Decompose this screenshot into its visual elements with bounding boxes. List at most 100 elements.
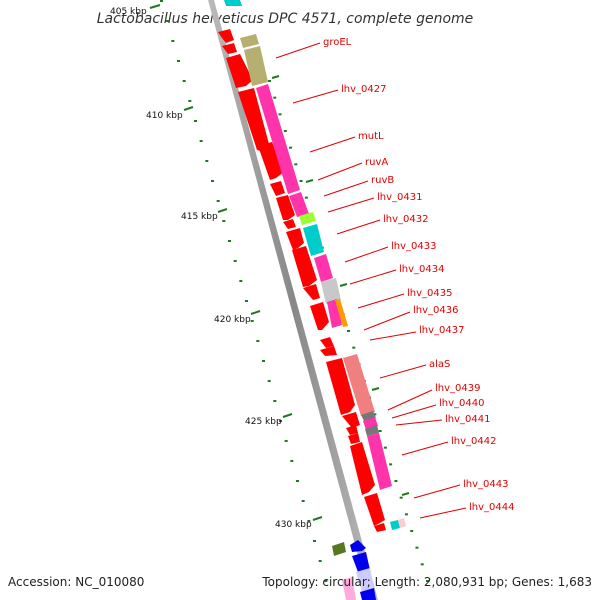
tick-label: 420 kbp bbox=[214, 315, 251, 325]
guide-dot bbox=[268, 80, 271, 82]
tick-label: 415 kbp bbox=[181, 212, 218, 222]
forward-strand-genes bbox=[224, 0, 406, 600]
gene-leader-lines bbox=[275, 42, 467, 519]
gene-block bbox=[321, 278, 341, 304]
gene-block bbox=[343, 354, 375, 416]
guide-dot bbox=[245, 300, 248, 302]
guide-dot bbox=[324, 580, 328, 582]
topology-text: Topology: circular; Length: 2,080,931 bp… bbox=[261, 575, 592, 589]
guide-dot bbox=[205, 160, 209, 162]
gene-block bbox=[335, 299, 348, 327]
gene-block bbox=[224, 0, 242, 6]
accession-text: Accession: NC_010080 bbox=[8, 575, 144, 589]
gene-arrow bbox=[310, 302, 329, 330]
guide-dot bbox=[383, 446, 387, 449]
gene-arrow bbox=[218, 29, 234, 43]
tick-label: 410 kbp bbox=[146, 111, 183, 121]
guide-dot bbox=[404, 513, 408, 516]
guide-dot bbox=[313, 540, 316, 542]
guide-dot bbox=[171, 40, 175, 42]
guide-dot bbox=[177, 60, 180, 62]
genome-backbone bbox=[208, 0, 378, 600]
gene-label-lhv-0431: lhv_0431 bbox=[377, 192, 422, 203]
reverse-strand-genes bbox=[218, 29, 386, 532]
tick-415: 415 kbp bbox=[181, 208, 228, 222]
gene-arrow bbox=[346, 425, 358, 435]
guide-dot bbox=[318, 560, 322, 562]
guide-dot bbox=[296, 480, 299, 482]
gene-block bbox=[398, 518, 406, 528]
guide-dot bbox=[301, 500, 305, 502]
guide-dot bbox=[188, 100, 192, 102]
gene-label-ruvb: ruvB bbox=[371, 175, 394, 186]
guide-dot bbox=[279, 420, 282, 422]
gene-block bbox=[240, 34, 259, 48]
guide-dot bbox=[290, 460, 294, 462]
guide-dot bbox=[239, 280, 243, 282]
guide-dot bbox=[415, 546, 419, 549]
gene-arrow bbox=[320, 346, 337, 356]
guide-dot bbox=[262, 360, 265, 362]
map-title: Lactobacillus helveticus DPC 4571, compl… bbox=[97, 11, 474, 27]
gene-label-alas: alaS bbox=[429, 359, 450, 370]
guide-dot bbox=[299, 180, 303, 182]
guide-dot bbox=[233, 260, 237, 262]
inner-ticks bbox=[271, 75, 410, 496]
gene-label-lhv-0439: lhv_0439 bbox=[435, 383, 480, 394]
guide-dot bbox=[216, 200, 220, 202]
tick-410: 410 kbp bbox=[146, 106, 194, 121]
gene-arrow bbox=[350, 442, 375, 495]
gene-block bbox=[289, 192, 309, 217]
gene-block bbox=[303, 224, 324, 256]
gene-block bbox=[314, 254, 333, 282]
tick-label: 425 kbp bbox=[245, 417, 282, 427]
gene-label-lhv-0443: lhv_0443 bbox=[463, 479, 508, 490]
guide-dot bbox=[160, 0, 163, 2]
gene-arrow bbox=[364, 493, 385, 526]
guide-dot bbox=[273, 400, 277, 402]
gene-label-groel: groEL bbox=[323, 37, 352, 48]
guide-dot bbox=[294, 163, 298, 166]
guide-dot bbox=[222, 220, 226, 222]
tick-label: 430 kbp bbox=[275, 520, 312, 530]
gene-arrow bbox=[342, 412, 360, 428]
gene-block bbox=[390, 520, 400, 530]
gene-arrow bbox=[320, 337, 334, 348]
gene-label-lhv-0444: lhv_0444 bbox=[469, 502, 514, 513]
gene-arrow bbox=[283, 219, 296, 229]
tick-420: 420 kbp bbox=[214, 310, 261, 325]
gene-label-lhv-0442: lhv_0442 bbox=[451, 436, 496, 447]
gene-arrow bbox=[270, 181, 285, 196]
gene-label-lhv-0441: lhv_0441 bbox=[445, 414, 490, 425]
guide-dot bbox=[278, 113, 282, 116]
gene-label-lhv-0434: lhv_0434 bbox=[399, 264, 444, 275]
gene-arrow bbox=[303, 284, 320, 300]
tick-label: 405 kbp bbox=[110, 7, 147, 17]
gene-label-mutl: mutL bbox=[358, 131, 384, 142]
tick-405: 405 kbp bbox=[110, 4, 161, 17]
guide-dot bbox=[182, 80, 186, 82]
gene-arrow bbox=[276, 195, 295, 220]
guide-dot bbox=[373, 413, 377, 416]
guide-dot bbox=[352, 346, 356, 349]
gene-arrow bbox=[258, 142, 284, 180]
gene-block bbox=[332, 542, 346, 556]
gene-label-lhv-0427: lhv_0427 bbox=[341, 84, 386, 95]
gene-block bbox=[256, 84, 300, 194]
gene-label-lhv-0440: lhv_0440 bbox=[439, 398, 484, 409]
gene-block bbox=[350, 540, 366, 552]
gene-arrow bbox=[286, 228, 304, 250]
guide-dot bbox=[267, 380, 271, 382]
guide-dot bbox=[426, 580, 429, 582]
guide-dot bbox=[399, 496, 403, 499]
gene-arrow bbox=[238, 88, 269, 152]
guide-dot bbox=[273, 96, 277, 99]
gene-block bbox=[356, 568, 374, 592]
gene-arrow bbox=[348, 433, 360, 444]
guide-dot bbox=[165, 20, 169, 22]
tick-425: 425 kbp bbox=[245, 413, 293, 427]
gene-label-lhv-0436: lhv_0436 bbox=[413, 305, 458, 316]
gene-block bbox=[365, 425, 379, 436]
guide-dot bbox=[199, 140, 203, 142]
